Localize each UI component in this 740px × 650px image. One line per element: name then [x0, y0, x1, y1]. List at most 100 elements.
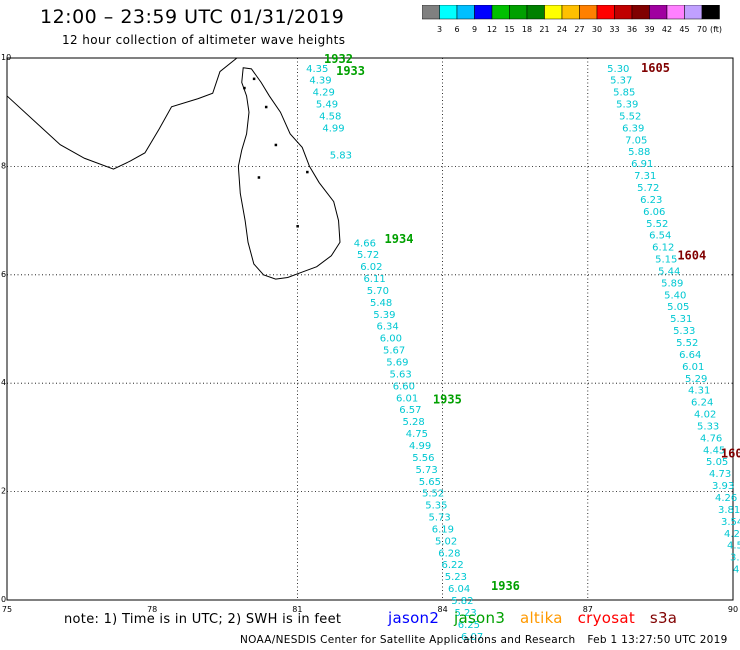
wave-height-label-east: 5.05: [706, 457, 728, 468]
wave-height-label-east: 5.44: [658, 266, 680, 277]
wave-height-label-east: 6.23: [640, 195, 662, 206]
wave-height-label-east: 4.86: [733, 565, 740, 576]
wave-height-label-east: 4.45: [703, 445, 725, 456]
legend-jason2: jason2: [388, 609, 440, 627]
y-tick-label: 6: [1, 270, 6, 279]
map-subtitle: 12 hour collection of altimeter wave hei…: [62, 33, 346, 47]
wave-height-label-west: 5.23: [454, 608, 476, 619]
legend-altika: altika: [519, 609, 563, 627]
x-tick-label: 90: [728, 605, 738, 614]
pass-number-jason3: 1934: [385, 232, 414, 246]
wave-height-label-west: 6.00: [380, 334, 402, 345]
color-tick-label: 42: [662, 25, 672, 34]
wave-height-label-east: 6.64: [679, 350, 701, 361]
wave-height-label-east: 3.09: [730, 553, 740, 564]
legend-jason3: jason3: [453, 609, 506, 627]
wave-height-label-east: 6.91: [631, 159, 653, 170]
wave-height-label-east: 5.33: [673, 326, 695, 337]
wave-height-label-west: 4.75: [406, 429, 428, 440]
pass-number-jason3: 1933: [336, 64, 365, 78]
color-tick-label: 45: [679, 25, 689, 34]
wave-height-label-east: 6.24: [691, 398, 713, 409]
wave-height-label-west: 5.72: [357, 250, 379, 261]
island-speck: [257, 176, 261, 179]
color-tick-label: 12: [487, 25, 497, 34]
color-tick-label: 21: [539, 25, 549, 34]
wave-height-label-west: 5.28: [402, 417, 424, 428]
wave-height-label-east: 5.72: [637, 183, 659, 194]
wave-height-label-west: 5.83: [330, 150, 352, 161]
wave-height-label-east: 4.55: [727, 541, 740, 552]
wave-height-label-east: 4.26: [715, 493, 737, 504]
x-tick-label: 75: [2, 605, 12, 614]
wave-height-label-east: 6.01: [682, 362, 704, 373]
y-tick-label: 2: [1, 487, 6, 496]
wave-height-label-east: 6.39: [622, 123, 644, 134]
wave-height-label-east: 3.93: [712, 481, 734, 492]
color-tick-label: 70: [697, 25, 707, 34]
wave-height-label-east: 4.31: [688, 386, 710, 397]
wave-height-label-west: 4.58: [319, 111, 341, 122]
wave-height-label-east: 5.89: [661, 278, 683, 289]
wave-height-label-west: 6.28: [438, 548, 460, 559]
wave-height-label-east: 6.06: [643, 207, 665, 218]
wave-height-label-west: 4.99: [322, 123, 344, 134]
wave-height-label-west: 6.04: [448, 584, 470, 595]
wave-height-label-east: 5.31: [670, 314, 692, 325]
island-speck: [264, 105, 268, 109]
wave-height-label-east: 3.81: [718, 505, 740, 516]
wave-height-label-west: 4.99: [409, 441, 431, 452]
color-tick-label: 9: [472, 25, 477, 34]
color-tick-label: 33: [609, 25, 619, 34]
color-tick-label: 15: [504, 25, 514, 34]
wave-height-label-west: 5.23: [445, 572, 467, 583]
wave-height-label-west: 5.65: [419, 477, 441, 488]
wave-height-label-east: 5.33: [697, 421, 719, 432]
wave-height-label-east: 4.73: [709, 469, 731, 480]
color-tick-label: 18: [522, 25, 532, 34]
wave-height-label-west: 6.01: [396, 393, 418, 404]
wave-height-label-west: 6.11: [363, 274, 385, 285]
wave-height-label-east: 3.54: [721, 517, 740, 528]
x-tick-label: 87: [583, 605, 593, 614]
wave-height-label-east: 5.05: [667, 302, 689, 313]
wave-height-label-west: 6.57: [399, 405, 421, 416]
india-coastline: [6, 57, 238, 170]
footer-agency: NOAA/NESDIS Center for Satellite Applica…: [240, 634, 576, 646]
wave-height-label-west: 6.34: [376, 322, 398, 333]
wave-height-label-west: 5.56: [412, 453, 434, 464]
legend-cryosat: cryosat: [577, 609, 636, 627]
wave-height-label-east: 5.40: [664, 290, 686, 301]
wave-height-label-west: 4.29: [313, 88, 335, 99]
wave-height-label-east: 6.12: [652, 243, 674, 254]
island-speck: [296, 225, 299, 228]
wave-height-label-west: 6.60: [393, 381, 415, 392]
color-tick-label: 39: [644, 25, 654, 34]
map-frame: [6, 57, 734, 601]
footer-timestamp: Feb 1 13:27:50 UTC 2019: [587, 634, 728, 646]
wave-height-label-west: 5.70: [367, 286, 389, 297]
island-speck: [306, 170, 309, 174]
island-speck: [252, 77, 256, 81]
wave-height-label-west: 5.48: [370, 298, 392, 309]
legend-s3a: s3a: [649, 609, 678, 627]
wave-height-label-west: 6.25: [458, 620, 480, 631]
pass-number-jason3: 1935: [433, 392, 462, 406]
y-tick-label: 8: [1, 161, 6, 170]
color-tick-label: 24: [557, 25, 567, 34]
wave-height-label-west: 5.49: [316, 100, 338, 111]
pass-number-s3a: 160: [721, 447, 740, 461]
color-unit-label: (ft): [710, 25, 722, 34]
wave-height-label-west: 5.69: [386, 358, 408, 369]
wave-height-label-east: 5.29: [685, 374, 707, 385]
color-tick-label: 27: [574, 25, 584, 34]
footer-credit: NOAA/NESDIS Center for Satellite Applica…: [240, 634, 728, 646]
pass-number-s3a: 1604: [677, 248, 706, 262]
pass-number-jason3: 1936: [491, 579, 520, 593]
wave-height-label-west: 4.35: [306, 64, 328, 75]
color-tick-label: 3: [437, 25, 442, 34]
wave-height-label-east: 5.30: [607, 64, 629, 75]
wave-height-label-west: 5.67: [383, 346, 405, 357]
color-scale-bar: 3 6 9 12 15 18 21 24 27 30 33 36 39 42 45 70 (ft): [422, 5, 722, 34]
